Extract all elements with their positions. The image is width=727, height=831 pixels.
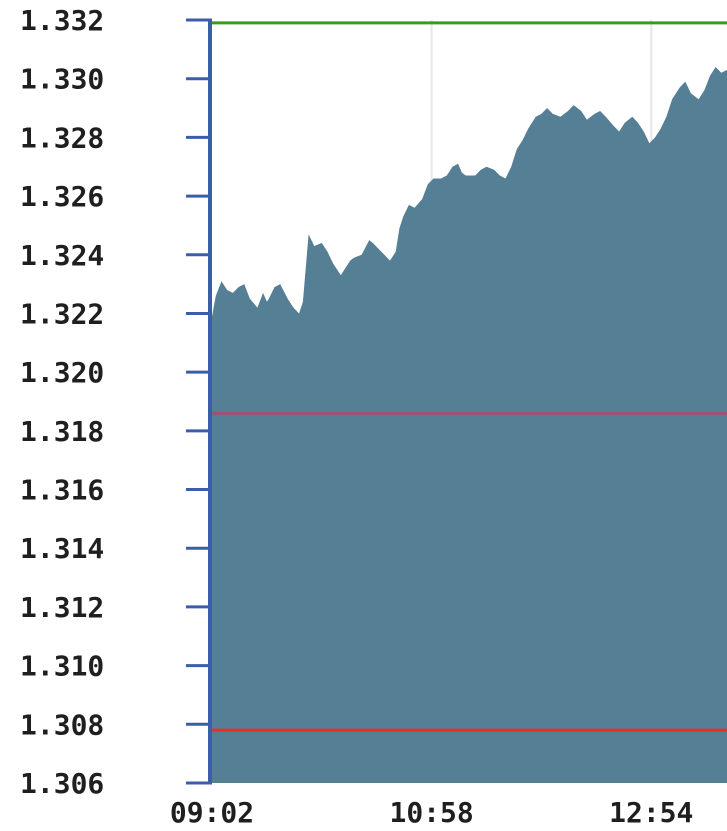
y-tick-label: 1.316 bbox=[20, 474, 104, 507]
y-tick-label: 1.330 bbox=[20, 63, 104, 96]
y-tick-label: 1.328 bbox=[20, 121, 104, 154]
y-tick-label: 1.314 bbox=[20, 532, 104, 565]
y-tick-label: 1.310 bbox=[20, 650, 104, 683]
y-axis bbox=[186, 18, 212, 785]
reference-lines bbox=[212, 21, 727, 732]
price-area bbox=[212, 67, 727, 783]
y-tick-label: 1.306 bbox=[20, 767, 104, 800]
y-tick-label: 1.312 bbox=[20, 591, 104, 624]
y-tick-label: 1.324 bbox=[20, 239, 104, 272]
y-tick-label: 1.318 bbox=[20, 415, 104, 448]
y-tick-label: 1.320 bbox=[20, 356, 104, 389]
y-tick-label: 1.308 bbox=[20, 708, 104, 741]
x-tick-label: 12:54 bbox=[609, 796, 693, 829]
x-tick-label: 10:58 bbox=[389, 796, 473, 829]
y-tick-labels: 1.332 1.330 1.328 1.326 1.324 1.322 1.320 1.318… bbox=[20, 4, 104, 800]
x-tick-labels: 09:02 10:58 12:54 bbox=[170, 796, 694, 829]
y-tick-label: 1.326 bbox=[20, 180, 104, 213]
x-tick-label: 09:02 bbox=[170, 796, 254, 829]
y-tick-label: 1.322 bbox=[20, 297, 104, 330]
y-tick-label: 1.332 bbox=[20, 4, 104, 37]
